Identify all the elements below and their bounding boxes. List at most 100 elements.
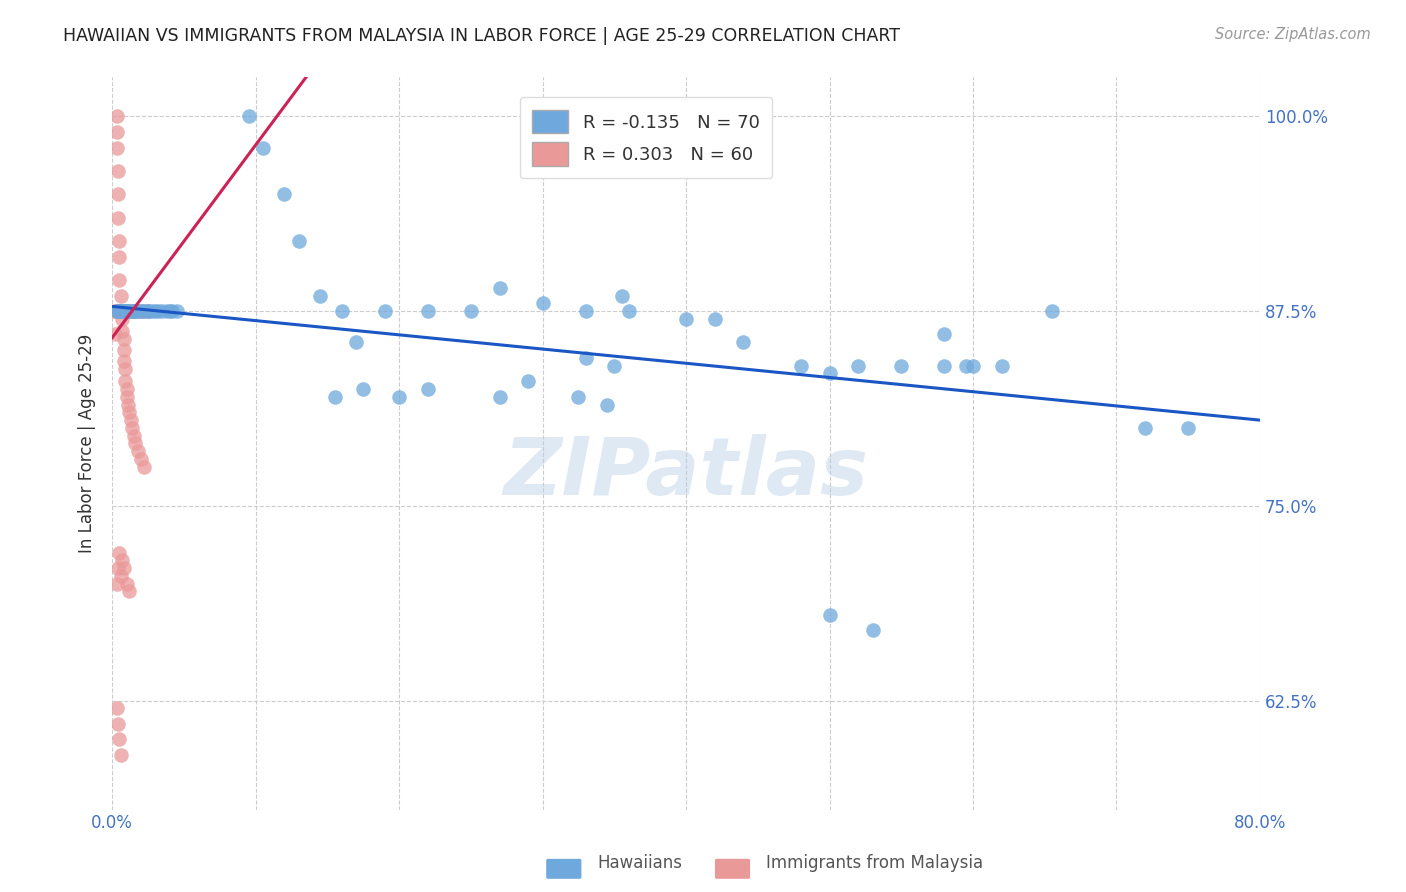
Point (111, 553, 134, 567)
Point (108, 234, 131, 248)
Point (110, 304, 132, 318)
Point (114, 374, 136, 388)
Text: ZIPatlas: ZIPatlas (503, 434, 869, 512)
Point (703, 311, 725, 326)
Point (162, 304, 184, 318)
Point (112, 354, 135, 368)
Point (104, 304, 127, 318)
Point (1040, 304, 1063, 318)
Point (238, 109, 260, 123)
Point (287, 234, 309, 248)
Text: Immigrants from Malaysia: Immigrants from Malaysia (766, 855, 983, 872)
Point (733, 335, 755, 350)
Point (136, 304, 159, 318)
Point (114, 304, 136, 318)
Point (121, 304, 143, 318)
Point (121, 421, 143, 435)
Point (129, 452, 152, 467)
Point (603, 359, 626, 373)
Text: HAWAIIAN VS IMMIGRANTS FROM MALAYSIA IN LABOR FORCE | AGE 25-29 CORRELATION CHAR: HAWAIIAN VS IMMIGRANTS FROM MALAYSIA IN … (63, 27, 900, 45)
Point (105, 576, 128, 591)
Point (122, 304, 145, 318)
Point (104, 327, 127, 342)
Point (955, 359, 977, 373)
Point (136, 304, 159, 318)
Point (818, 607, 841, 622)
Point (107, 164, 129, 178)
Point (388, 390, 411, 404)
Point (105, 125, 128, 139)
Point (156, 304, 179, 318)
Point (127, 444, 149, 458)
Point (575, 304, 598, 318)
Point (108, 250, 131, 264)
Point (112, 304, 135, 318)
Point (107, 304, 129, 318)
Point (110, 747, 132, 762)
Legend: R = -0.135   N = 70, R = 0.303   N = 60: R = -0.135 N = 70, R = 0.303 N = 60 (520, 97, 772, 178)
Point (374, 304, 396, 318)
Point (110, 304, 132, 318)
Point (344, 335, 367, 350)
Text: Hawaiians: Hawaiians (598, 855, 682, 872)
Point (273, 187, 295, 202)
Point (1133, 421, 1156, 435)
Point (610, 288, 633, 302)
Point (110, 304, 132, 318)
Point (114, 304, 136, 318)
Point (575, 351, 598, 365)
Point (115, 304, 138, 318)
Point (531, 296, 554, 310)
Point (108, 545, 131, 559)
Point (107, 304, 129, 318)
Point (120, 413, 142, 427)
Point (460, 304, 482, 318)
Point (146, 304, 169, 318)
Point (115, 382, 138, 396)
Point (120, 304, 142, 318)
Point (330, 304, 353, 318)
Point (166, 304, 188, 318)
Point (934, 359, 956, 373)
Point (115, 304, 138, 318)
Point (115, 576, 138, 591)
Point (862, 624, 884, 638)
Point (152, 304, 174, 318)
Point (118, 304, 141, 318)
Point (122, 428, 145, 442)
Point (105, 304, 128, 318)
Point (107, 187, 129, 202)
Point (890, 359, 912, 373)
Point (107, 561, 129, 575)
Point (105, 304, 128, 318)
Point (112, 332, 135, 346)
Point (124, 436, 146, 450)
Point (488, 390, 510, 404)
Point (112, 304, 135, 318)
Point (118, 405, 141, 419)
Point (818, 367, 841, 381)
Point (1177, 421, 1199, 435)
Point (118, 304, 141, 318)
Point (127, 304, 149, 318)
Point (596, 398, 619, 412)
Point (143, 304, 166, 318)
Point (110, 569, 132, 583)
Point (416, 382, 439, 396)
Point (846, 359, 869, 373)
Point (323, 390, 346, 404)
Point (124, 304, 146, 318)
Point (111, 324, 134, 338)
Point (104, 304, 127, 318)
Point (112, 561, 135, 575)
Point (110, 288, 132, 302)
Point (122, 304, 145, 318)
Point (124, 304, 146, 318)
Point (108, 304, 131, 318)
Point (105, 701, 128, 715)
Point (252, 140, 274, 154)
Point (111, 311, 134, 326)
Point (617, 304, 640, 318)
Point (309, 288, 332, 302)
Point (114, 361, 136, 376)
